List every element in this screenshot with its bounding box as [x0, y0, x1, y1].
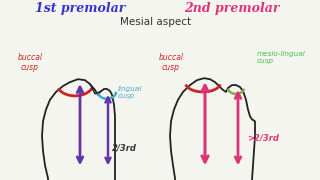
Text: 2/3rd: 2/3rd	[112, 144, 137, 153]
Text: Mesial aspect: Mesial aspect	[120, 17, 192, 27]
Text: 1st premolar: 1st premolar	[35, 2, 125, 15]
Text: >2/3rd: >2/3rd	[247, 134, 279, 143]
Text: buccal
cusp: buccal cusp	[158, 53, 183, 72]
Text: lingual
cusp: lingual cusp	[118, 86, 142, 99]
Text: mesio-lingual
cusp: mesio-lingual cusp	[257, 51, 306, 64]
Text: buccal
cusp: buccal cusp	[18, 53, 43, 72]
Text: 2nd premolar: 2nd premolar	[184, 2, 280, 15]
